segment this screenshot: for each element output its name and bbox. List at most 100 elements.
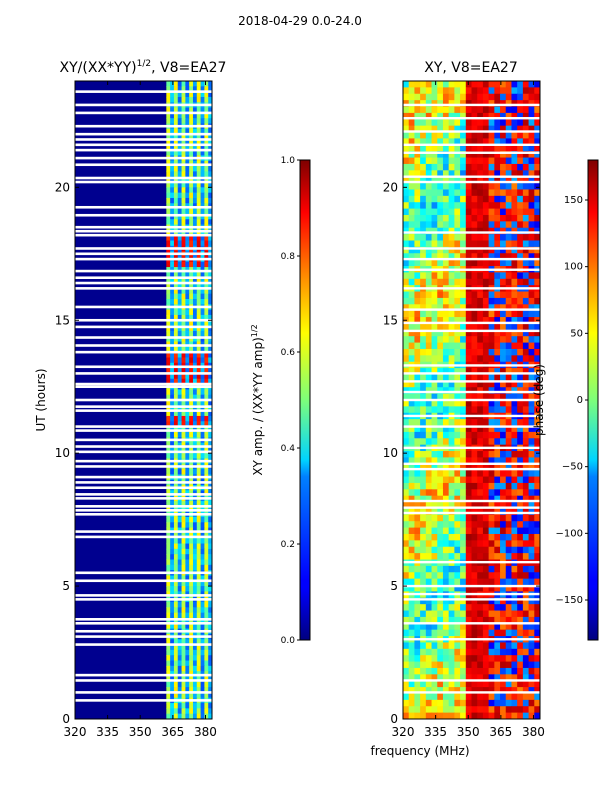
phase-cell [477, 451, 484, 459]
phase-cell [500, 272, 507, 280]
phase-cell [488, 348, 495, 356]
phase-cell [494, 533, 501, 541]
amplitude-title-main: XY/(XX*YY) [60, 60, 137, 76]
phase-cell [477, 272, 484, 280]
phase-cell [425, 680, 433, 688]
phase-cell [494, 272, 501, 280]
phase-cell [528, 144, 535, 152]
phase-cell [488, 699, 495, 707]
phase-cell [431, 642, 438, 650]
phase-cell [454, 208, 461, 216]
amplitude-cell [170, 469, 175, 476]
phase-cell [505, 419, 513, 427]
phase-cell [517, 170, 524, 178]
phase-cell [511, 482, 518, 490]
amplitude-cell [189, 516, 194, 523]
amplitude-cell [204, 336, 209, 343]
phase-cell [403, 323, 410, 331]
phase-cell [505, 176, 513, 184]
amplitude-cell [185, 213, 190, 220]
phase-cell [471, 355, 478, 363]
phase-cell [425, 374, 433, 382]
amplitude-cell [196, 176, 202, 183]
phase-cell [420, 616, 427, 624]
phase-cell [494, 514, 501, 522]
phase-cell [494, 163, 501, 171]
phase-cell [420, 304, 427, 312]
phase-cell [482, 502, 490, 510]
amplitude-cell [192, 144, 198, 151]
amplitude-cell [196, 665, 202, 672]
phase-cell [482, 317, 490, 325]
phase-cell [403, 183, 410, 191]
phase-cell [477, 674, 484, 682]
phase-cell [500, 533, 507, 541]
phase-cell [505, 540, 513, 548]
phase-cell [528, 521, 535, 529]
amplitude-cell [170, 107, 175, 114]
phase-cell [482, 310, 490, 318]
phase-cell [534, 195, 540, 203]
phase-cell [460, 304, 467, 312]
amplitude-cell [208, 543, 212, 550]
phase-cell [442, 106, 450, 114]
phase-cell [460, 699, 467, 707]
phase-cell [425, 667, 433, 675]
amplitude-cell [204, 703, 209, 709]
amplitude-cell [192, 405, 198, 412]
phase-cell [522, 457, 530, 465]
phase-cell [471, 157, 478, 165]
phase-cell [425, 597, 433, 605]
phase-cell [465, 183, 473, 191]
amplitude-cell [208, 410, 212, 417]
phase-cell [500, 202, 507, 210]
phase-cell [420, 323, 427, 331]
phase-cell [460, 489, 467, 497]
amplitude-y-tick-label: 0 [62, 712, 70, 726]
phase-cell [448, 144, 455, 152]
phase-cell [465, 119, 473, 127]
amplitude-cell [204, 81, 209, 87]
phase-cell [403, 712, 410, 719]
phase-cell [431, 323, 438, 331]
phase-cell [448, 272, 455, 280]
amplitude-cell [170, 336, 175, 343]
phase-cell [437, 221, 444, 229]
amplitude-cell [204, 91, 209, 98]
phase-cell [500, 610, 507, 618]
phase-cell [442, 329, 450, 337]
amplitude-cell [185, 240, 190, 247]
amplitude-cell [208, 400, 212, 406]
phase-cell [488, 336, 495, 344]
amplitude-cell [192, 229, 198, 236]
amplitude-flagged-row [75, 481, 212, 484]
phase-cell [522, 183, 530, 191]
phase-cell [471, 323, 478, 331]
phase-cell [437, 393, 444, 401]
phase-cell [465, 546, 473, 554]
phase-cell [454, 661, 461, 669]
phase-cell [500, 329, 507, 337]
amplitude-cell [208, 681, 212, 688]
phase-cell [500, 355, 507, 363]
phase-cell [465, 195, 473, 203]
amplitude-cell [200, 219, 205, 226]
phase-cell [414, 400, 421, 407]
amplitude-cell [185, 171, 190, 178]
phase-cell [471, 648, 478, 656]
amplitude-cell [177, 336, 183, 343]
amplitude-cell [177, 692, 183, 699]
phase-cell [517, 291, 524, 299]
phase-cell [454, 304, 461, 312]
amplitude-cell [185, 96, 190, 103]
phase-cell [465, 585, 473, 592]
phase-cell [500, 585, 507, 592]
phase-cell [517, 259, 524, 267]
amplitude-cell [189, 501, 194, 507]
phase-cell [420, 502, 427, 510]
amplitude-cell [192, 655, 198, 662]
amplitude-cell [173, 708, 179, 715]
phase-cell [448, 476, 455, 484]
amplitude-cell [181, 298, 186, 305]
phase-cell [454, 629, 461, 637]
